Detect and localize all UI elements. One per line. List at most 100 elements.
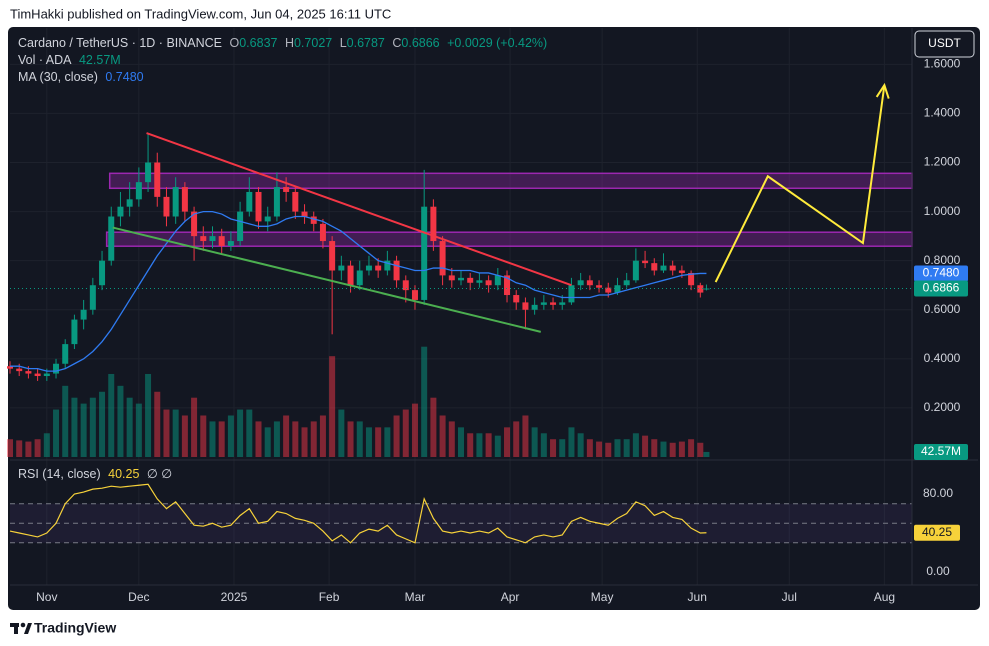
volume-bar [227, 415, 234, 457]
ma-name: MA (30, close) [18, 70, 98, 84]
candle-body [356, 270, 363, 286]
rsi-line [9, 483, 707, 544]
x-tick-label: Dec [128, 590, 149, 604]
candle-body [135, 182, 142, 200]
volume-bar [660, 441, 667, 457]
last-price-tag: 0.6866 [923, 281, 960, 295]
candle-body [200, 236, 207, 242]
x-tick-label: Mar [405, 590, 426, 604]
candle-body [596, 285, 603, 288]
candle-body [62, 344, 69, 364]
volume-bar [145, 373, 152, 457]
c-label: C [392, 36, 402, 50]
y-tick-label: 0.2000 [924, 400, 961, 414]
candle-body [504, 275, 511, 296]
volume-bar [292, 421, 299, 457]
volume-bar [402, 409, 409, 457]
volume-bar [135, 403, 142, 457]
candle-body [688, 272, 695, 286]
volume-bar [439, 415, 446, 457]
volume-bar [89, 397, 96, 457]
candle-body [319, 223, 326, 242]
volume-bar [71, 397, 78, 457]
y-tick-label: 0.6000 [924, 302, 961, 316]
candle-body [430, 206, 437, 242]
candle-body [34, 373, 41, 377]
candle-body [384, 260, 391, 271]
volume-bar [163, 409, 170, 457]
candle-body [605, 287, 612, 293]
candle-body [458, 277, 464, 281]
candle-body [71, 319, 78, 345]
candle-body [126, 199, 133, 207]
candle-body [632, 260, 639, 281]
candle-body [255, 191, 262, 222]
candle-body [264, 216, 271, 222]
h-value: 0.7027 [293, 36, 333, 50]
currency-label: USDT [928, 36, 961, 50]
volume-bar [485, 433, 492, 457]
volume-bar [448, 421, 455, 457]
candle-body [172, 187, 179, 217]
volume-bar [384, 427, 391, 457]
trendline [112, 226, 542, 333]
projection-arrowhead [875, 82, 890, 99]
candle-body [531, 304, 538, 310]
y-tick-label: 0.8000 [924, 253, 961, 267]
change: +0.0029 (+0.42%) [447, 36, 548, 50]
volume-bar [283, 415, 290, 457]
candle-body [301, 211, 308, 217]
volume-bar [16, 440, 23, 457]
volume-bar [154, 391, 161, 457]
candle-body [80, 309, 87, 320]
trendline [146, 132, 572, 287]
candle-body [145, 162, 152, 183]
candle-body [522, 302, 529, 310]
volume-bar [559, 439, 566, 457]
zone [108, 172, 913, 190]
candle-body [476, 280, 483, 283]
volume-bar [43, 433, 50, 457]
candle-body [660, 265, 667, 271]
x-tick-label: 2025 [221, 590, 248, 604]
candle-body [227, 241, 234, 246]
volume-bar [181, 415, 188, 457]
volume-tag-bg [914, 443, 968, 460]
rsi-icons: ∅ ∅ [146, 467, 173, 481]
header: TimHakki published on TradingView.com, J… [10, 6, 391, 21]
volume-bar [678, 441, 685, 457]
candle-body [237, 211, 244, 242]
volume-bar [200, 415, 207, 457]
candle-body [163, 196, 170, 217]
ma-legend: MA (30, close) 0.7480 [18, 70, 148, 84]
candle-body [218, 236, 225, 246]
candle-body [338, 265, 345, 271]
candle-body [485, 280, 492, 286]
volume-bar [273, 421, 280, 457]
ma-value: 0.7480 [105, 70, 144, 84]
volume-bar [504, 427, 511, 457]
x-tick-label: Apr [501, 590, 520, 604]
candle-body [375, 265, 382, 271]
candle-body [154, 162, 161, 197]
rsi-value: 40.25 [108, 467, 140, 481]
candle-body [25, 371, 32, 374]
volume-bar [476, 433, 483, 457]
volume-bar [494, 435, 501, 457]
candle-body [292, 191, 299, 212]
candle-body [365, 265, 372, 271]
currency-button[interactable] [914, 30, 975, 58]
volume-bar [596, 441, 603, 457]
volume-bar [623, 439, 630, 457]
volume-bar [632, 433, 639, 457]
volume-bar [191, 397, 198, 457]
volume-bar [117, 385, 124, 457]
ma-price-tag-bg [914, 265, 968, 282]
axis-labels: Nov Dec 2025 Feb Mar Apr May Jun Jul Aug 0.2000 0.4… [36, 57, 968, 604]
candle-body [16, 368, 23, 372]
volume-name: Vol · ADA [18, 53, 72, 67]
rsi-tag: 40.25 [922, 525, 952, 539]
candle-body [577, 280, 584, 286]
